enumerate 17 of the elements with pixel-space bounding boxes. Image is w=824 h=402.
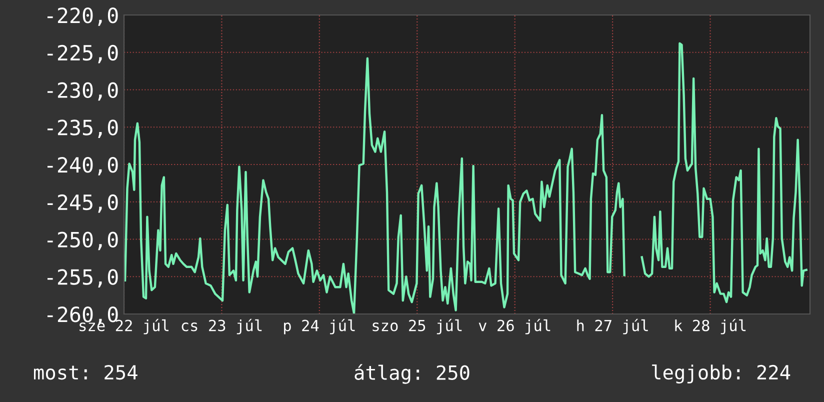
x-tick-label: v 26 júl [478, 318, 550, 334]
text: most: 254 [34, 364, 138, 380]
y-tick-label: -240,0 [48, 157, 118, 176]
y-tick-label: -250,0 [48, 232, 118, 250]
y-tick-label: -255,0 [48, 269, 118, 288]
y-tick-label: -230,0 [48, 82, 118, 101]
y-tick-label: -235,0 [48, 120, 118, 138]
x-tick-label: p 24 júl [284, 318, 355, 334]
y-tick-label: -220,0 [48, 8, 118, 26]
x-tick-label: k 28 júl [675, 318, 746, 334]
x-tick-label: szo 25 júl [372, 318, 462, 334]
x-tick-label: h 27 júl [577, 318, 648, 334]
y-tick-label: -225,0 [48, 44, 118, 64]
x-tick-label: cs 23 júl [182, 318, 262, 334]
y-tick-label: -245,0 [48, 194, 118, 213]
text: legjobb: 224 [652, 364, 790, 384]
text: átlag: 250 [354, 364, 470, 384]
